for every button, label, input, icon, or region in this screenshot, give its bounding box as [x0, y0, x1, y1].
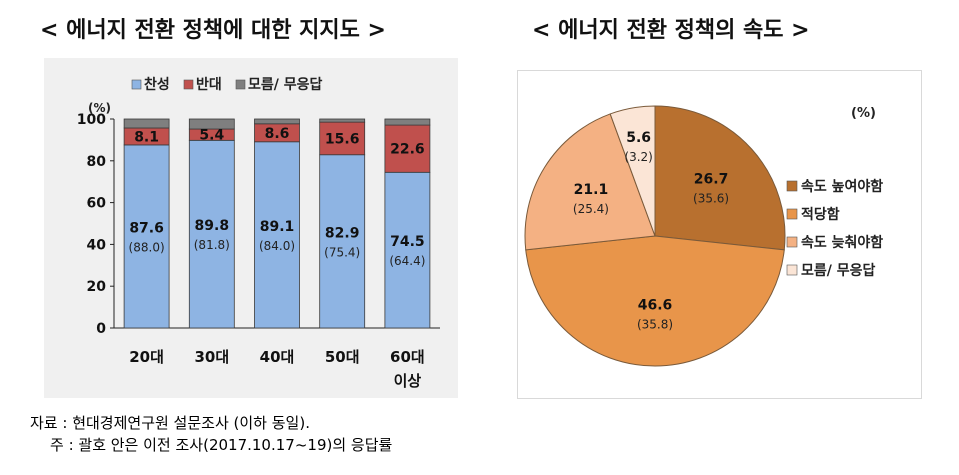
source-note: 자료 : 현대경제연구원 설문조사 (이하 동일).: [30, 414, 310, 432]
pie-legend-label-2: 속도 늦춰야함: [801, 234, 883, 251]
data-label: 89.1: [260, 219, 295, 235]
data-label-previous: (81.8): [194, 238, 230, 252]
bar-segment-0: [384, 171, 431, 329]
pie-legend-swatch-0: [786, 180, 798, 192]
pie-label: 5.6: [626, 130, 651, 146]
data-label-previous: (75.4): [324, 245, 360, 259]
data-label-previous: (84.0): [259, 239, 295, 253]
bar-segment-2: [254, 118, 300, 125]
y-tick-label: 60: [87, 196, 107, 212]
data-label-previous: (64.4): [389, 254, 425, 268]
pie-slice-0: [654, 105, 786, 251]
y-unit-label: (%): [88, 101, 111, 115]
x-tick-label: 이상: [394, 372, 422, 390]
stacked-bar-chart: 찬성 반대 모름/ 무응답 (%) 0 20 40 60 80 100 87.6 (88.0) 8.1 2…: [77, 76, 440, 390]
legend-swatch-1: [183, 79, 194, 90]
pie-label-previous: (35.8): [637, 317, 673, 331]
data-label: 8.6: [265, 126, 290, 142]
pie-chart: 26.7 (35.6) 46.6 (35.8) 21.1 (25.4) 5.6 (3.2) (%…: [524, 105, 883, 367]
legend-label-2: 모름/ 무응답: [248, 76, 323, 93]
x-tick-label: 40대: [260, 348, 295, 366]
x-tick-label: 60대: [390, 348, 425, 366]
data-label: 82.9: [325, 225, 360, 241]
y-tick-label: 20: [87, 279, 107, 295]
left-chart-title: < 에너지 전환 정책에 대한 지지도 >: [40, 18, 386, 43]
data-label: 5.4: [199, 128, 224, 144]
pie-legend-label-3: 모름/ 무응답: [801, 262, 876, 279]
data-label: 89.8: [195, 218, 230, 234]
pie-label: 21.1: [574, 182, 609, 198]
y-tick-label: 0: [96, 321, 106, 337]
data-label: 8.1: [134, 129, 159, 145]
bar-segment-1: [319, 121, 366, 156]
pie-label-previous: (35.6): [693, 192, 729, 206]
pie-slice-3: [609, 105, 656, 237]
bar-segment-0: [188, 139, 235, 329]
x-tick-label: 20대: [129, 348, 164, 366]
legend-swatch-0: [131, 79, 142, 90]
pie-label: 46.6: [638, 297, 673, 313]
bar-segment-0: [254, 141, 300, 329]
y-tick-label: 40: [87, 237, 107, 253]
bar-chart-panel: 찬성 반대 모름/ 무응답 (%) 0 20 40 60 80 100 87.6 (88.0) 8.1 2…: [44, 58, 458, 398]
pie-legend-swatch-1: [786, 208, 798, 220]
data-label: 74.5: [390, 234, 425, 250]
bar-segment-2: [188, 118, 235, 130]
x-tick-label: 50대: [325, 348, 360, 366]
legend-label-0: 찬성: [144, 76, 170, 93]
pie-label-previous: (3.2): [624, 150, 652, 164]
pie-legend-label-1: 적당함: [801, 206, 840, 223]
pie-label: 26.7: [694, 172, 729, 188]
bar-segment-2: [123, 118, 170, 129]
pie-legend-swatch-3: [786, 264, 798, 276]
pie-legend-swatch-2: [786, 236, 798, 248]
pie-slice-1: [525, 235, 785, 367]
pie-chart-panel: 26.7 (35.6) 46.6 (35.8) 21.1 (25.4) 5.6 (3.2) (%…: [517, 70, 922, 399]
bar-segment-2: [384, 118, 431, 126]
bar-segment-1: [384, 124, 431, 173]
footnote: 주 : 괄호 안은 이전 조사(2017.10.17~19)의 응답률: [50, 436, 393, 454]
bar-segment-0: [319, 154, 366, 329]
pie-legend-label-0: 속도 높여야함: [801, 178, 883, 195]
data-label: 87.6: [129, 220, 164, 236]
data-label: 15.6: [325, 131, 360, 147]
x-tick-label: 30대: [194, 348, 229, 366]
data-label: 22.6: [390, 142, 425, 158]
data-label-previous: (88.0): [129, 240, 165, 254]
legend-swatch-2: [235, 79, 246, 90]
y-tick-label: 100: [77, 112, 106, 128]
y-tick-label: 80: [87, 154, 107, 170]
legend-label-1: 반대: [196, 76, 222, 93]
right-chart-title: < 에너지 전환 정책의 속도 >: [532, 18, 810, 43]
pie-unit-label: (%): [851, 106, 876, 121]
pie-label-previous: (25.4): [573, 202, 609, 216]
bar-segment-2: [319, 118, 366, 123]
